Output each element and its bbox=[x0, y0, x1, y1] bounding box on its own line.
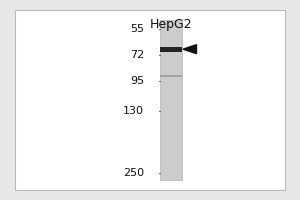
Text: 250: 250 bbox=[123, 168, 144, 178]
FancyBboxPatch shape bbox=[15, 10, 285, 190]
Text: 72: 72 bbox=[130, 50, 144, 60]
Polygon shape bbox=[183, 45, 196, 54]
Text: 55: 55 bbox=[130, 24, 144, 34]
Text: 130: 130 bbox=[123, 106, 144, 116]
FancyBboxPatch shape bbox=[160, 75, 182, 77]
Text: 95: 95 bbox=[130, 76, 144, 86]
FancyBboxPatch shape bbox=[160, 47, 182, 52]
FancyBboxPatch shape bbox=[160, 20, 182, 180]
Text: HepG2: HepG2 bbox=[150, 18, 192, 31]
